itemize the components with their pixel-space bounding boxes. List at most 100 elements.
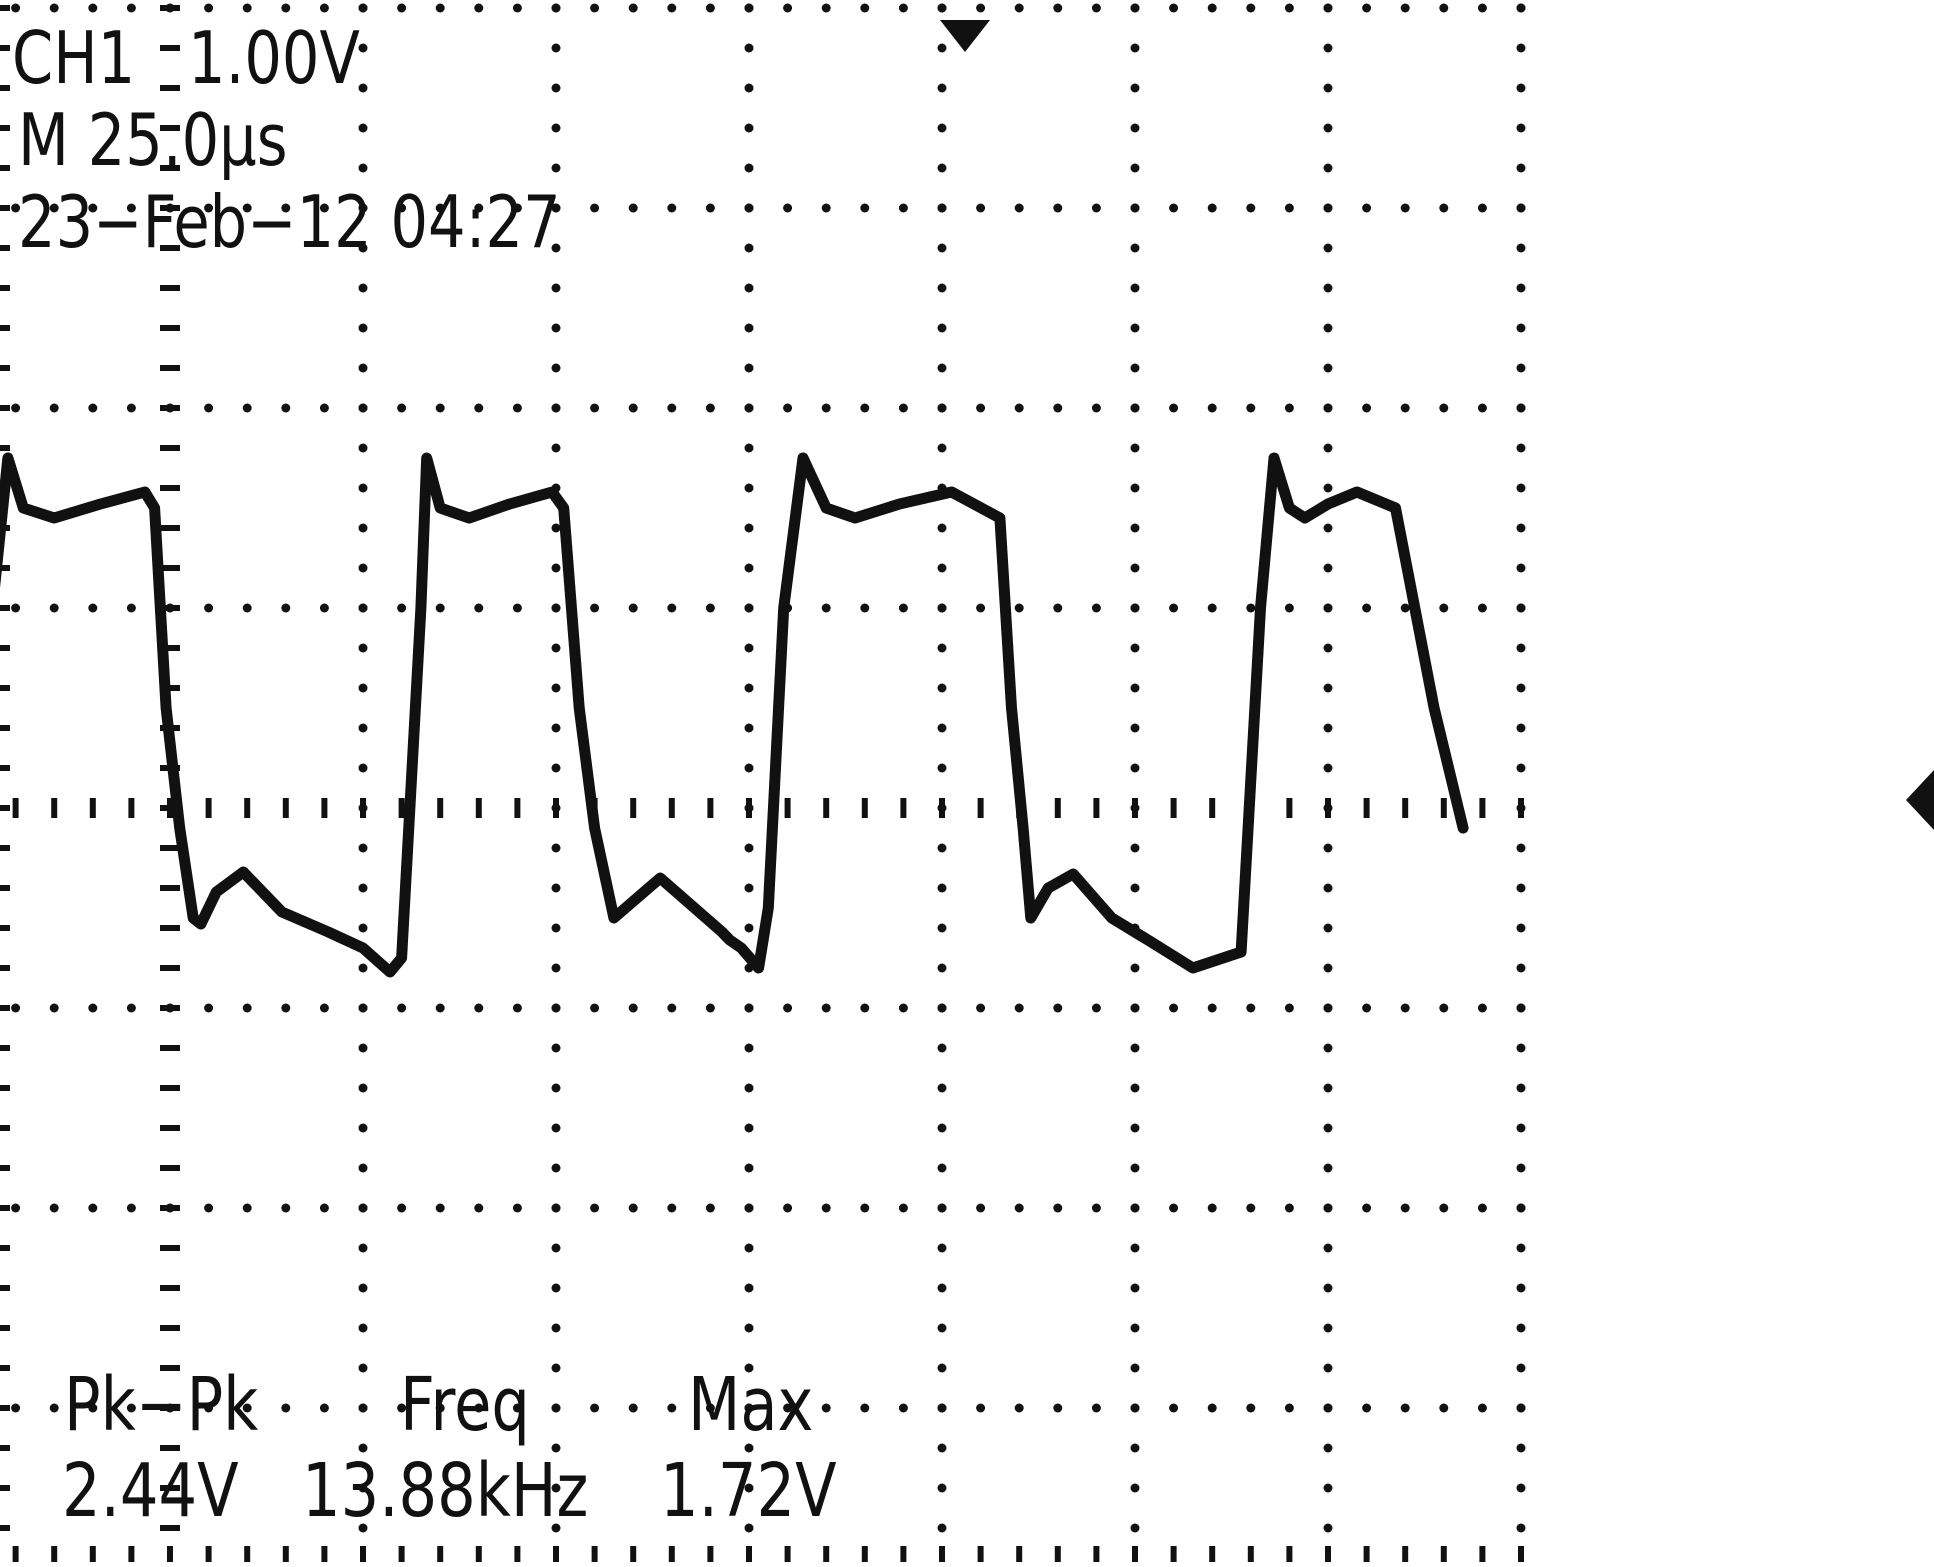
- graticule-dot: [242, 403, 252, 413]
- graticule-dot: [551, 1363, 561, 1373]
- graticule-dot: [358, 1363, 368, 1373]
- graticule-dot: [1323, 323, 1333, 333]
- graticule-dot: [551, 643, 561, 653]
- graticule-dot: [1400, 203, 1410, 213]
- graticule-dot: [1400, 1403, 1410, 1413]
- graticule-dot: [1323, 1043, 1333, 1053]
- graticule-dot: [937, 1523, 947, 1533]
- graticule-dot: [821, 603, 831, 613]
- graticule-dot: [11, 403, 21, 413]
- graticule-dot: [937, 1043, 947, 1053]
- graticule-dot: [1516, 363, 1526, 373]
- graticule-dot: [860, 203, 870, 213]
- graticule-dot: [88, 3, 98, 13]
- graticule-dot: [551, 323, 561, 333]
- graticule-dot: [744, 443, 754, 453]
- graticule-dot: [1400, 3, 1410, 13]
- graticule-dot: [744, 1123, 754, 1133]
- graticule-dot: [1169, 1203, 1179, 1213]
- graticule-dot: [937, 1483, 947, 1493]
- graticule-dot: [937, 883, 947, 893]
- graticule-dot: [937, 123, 947, 133]
- graticule-dot: [435, 1403, 445, 1413]
- graticule-dot: [1130, 283, 1140, 293]
- graticule-dot: [1053, 1203, 1063, 1213]
- graticule-dot: [1516, 1163, 1526, 1173]
- graticule-dot: [358, 683, 368, 693]
- graticule-dot: [551, 163, 561, 173]
- graticule-dot: [1323, 283, 1333, 293]
- graticule-dot: [744, 923, 754, 933]
- graticule-dot: [1130, 643, 1140, 653]
- graticule-dot: [1362, 1203, 1372, 1213]
- graticule-dot: [358, 83, 368, 93]
- graticule-dot: [126, 403, 136, 413]
- timebase-readout: M 25.0µs: [18, 98, 288, 182]
- graticule-dot: [937, 1363, 947, 1373]
- graticule-dot: [705, 203, 715, 213]
- graticule-dot: [1130, 1323, 1140, 1333]
- graticule-dot: [1091, 3, 1101, 13]
- graticule-dot: [705, 3, 715, 13]
- graticule-dot: [1516, 683, 1526, 693]
- graticule-dot: [512, 203, 522, 213]
- graticule-dot: [1207, 1203, 1217, 1213]
- graticule-dot: [319, 203, 329, 213]
- graticule-dot: [744, 683, 754, 693]
- graticule-dot: [49, 1203, 59, 1213]
- graticule-dot: [937, 963, 947, 973]
- graticule-dot: [628, 1003, 638, 1013]
- graticule-dot: [551, 123, 561, 133]
- graticule-dot: [1323, 1323, 1333, 1333]
- graticule-dot: [937, 923, 947, 933]
- graticule-dot: [88, 1203, 98, 1213]
- graticule-dot: [1130, 363, 1140, 373]
- trigger-level-marker: [1906, 770, 1934, 830]
- graticule-dot: [242, 1403, 252, 1413]
- graticule-dot: [1246, 1203, 1256, 1213]
- graticule-dot: [1323, 883, 1333, 893]
- graticule-dot: [435, 603, 445, 613]
- graticule-dot: [1323, 1443, 1333, 1453]
- graticule-dot: [744, 603, 754, 613]
- graticule-dot: [1439, 1203, 1449, 1213]
- graticule-dot: [667, 203, 677, 213]
- graticule-dot: [126, 3, 136, 13]
- graticule-dot: [1516, 1323, 1526, 1333]
- graticule-dot: [358, 1483, 368, 1493]
- graticule-dot: [1516, 443, 1526, 453]
- graticule-dot: [358, 1083, 368, 1093]
- graticule-dot: [1516, 843, 1526, 853]
- graticule-dot: [1400, 1003, 1410, 1013]
- graticule-dot: [1323, 1523, 1333, 1533]
- graticule-dot: [358, 163, 368, 173]
- graticule-dot: [1130, 963, 1140, 973]
- graticule-dot: [474, 203, 484, 213]
- graticule-dot: [11, 1403, 21, 1413]
- graticule-dot: [358, 1323, 368, 1333]
- graticule-dot: [1516, 1403, 1526, 1413]
- graticule-dot: [1323, 403, 1333, 413]
- graticule-dot: [1516, 563, 1526, 573]
- graticule-dot: [358, 1523, 368, 1533]
- graticule-dot: [744, 763, 754, 773]
- graticule-dot: [1323, 1203, 1333, 1213]
- graticule-dot: [628, 1403, 638, 1413]
- graticule-dot: [551, 723, 561, 733]
- graticule-dot: [1130, 443, 1140, 453]
- graticule-dot: [667, 403, 677, 413]
- graticule-dot: [937, 163, 947, 173]
- graticule-dot: [744, 123, 754, 133]
- measurement-freq-label: Freq: [400, 1362, 530, 1448]
- graticule-dot: [937, 1003, 947, 1013]
- graticule-dot: [551, 1283, 561, 1293]
- graticule-dot: [1246, 1403, 1256, 1413]
- graticule-dot: [976, 3, 986, 13]
- graticule-dot: [821, 203, 831, 213]
- graticule-dot: [667, 603, 677, 613]
- graticule-dot: [1130, 723, 1140, 733]
- graticule-dot: [744, 1243, 754, 1253]
- graticule-dot: [358, 123, 368, 133]
